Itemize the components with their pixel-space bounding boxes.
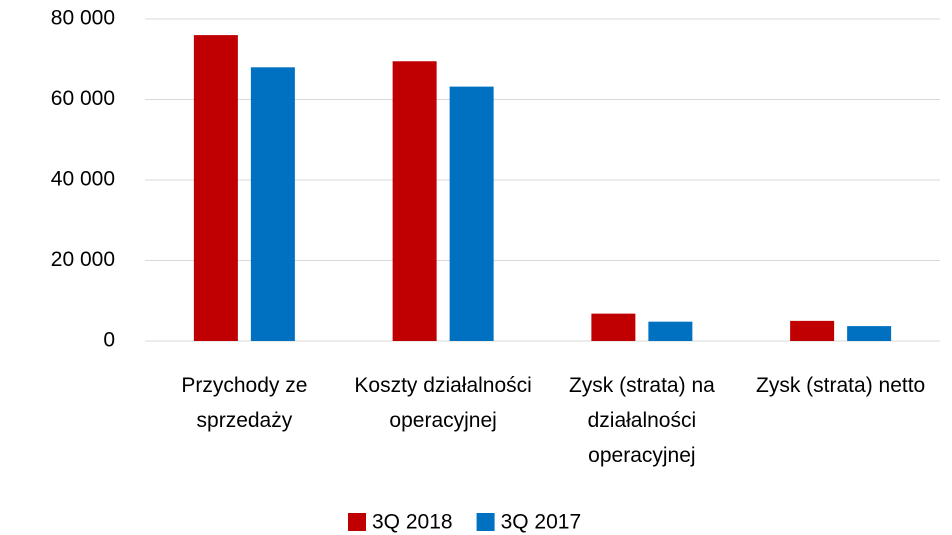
x-tick-label: Koszty działalności operacyjnej: [354, 374, 532, 432]
y-tick-label: 0: [103, 329, 115, 352]
legend-label: 3Q 2017: [501, 511, 582, 534]
x-tick-label: Zysk (strata) na działalności operacyjne…: [568, 374, 715, 467]
y-tick-label: 20 000: [51, 248, 115, 271]
y-tick-label: 80 000: [51, 7, 115, 30]
y-tick-label: 40 000: [51, 168, 115, 191]
bar: [392, 61, 437, 341]
legend-label: 3Q 2018: [372, 511, 453, 534]
x-tick-label: Zysk (strata) netto: [756, 374, 926, 397]
legend-swatch: [476, 513, 495, 531]
y-tick-label: 60 000: [51, 87, 115, 110]
bar: [591, 313, 636, 341]
x-tick-label: Przychody ze sprzedaży: [181, 374, 308, 432]
bar: [193, 35, 238, 341]
bar: [648, 321, 693, 341]
bar: [847, 326, 892, 341]
bar: [790, 320, 835, 341]
legend-swatch: [348, 513, 366, 531]
bar: [449, 86, 494, 342]
bar: [250, 67, 295, 342]
